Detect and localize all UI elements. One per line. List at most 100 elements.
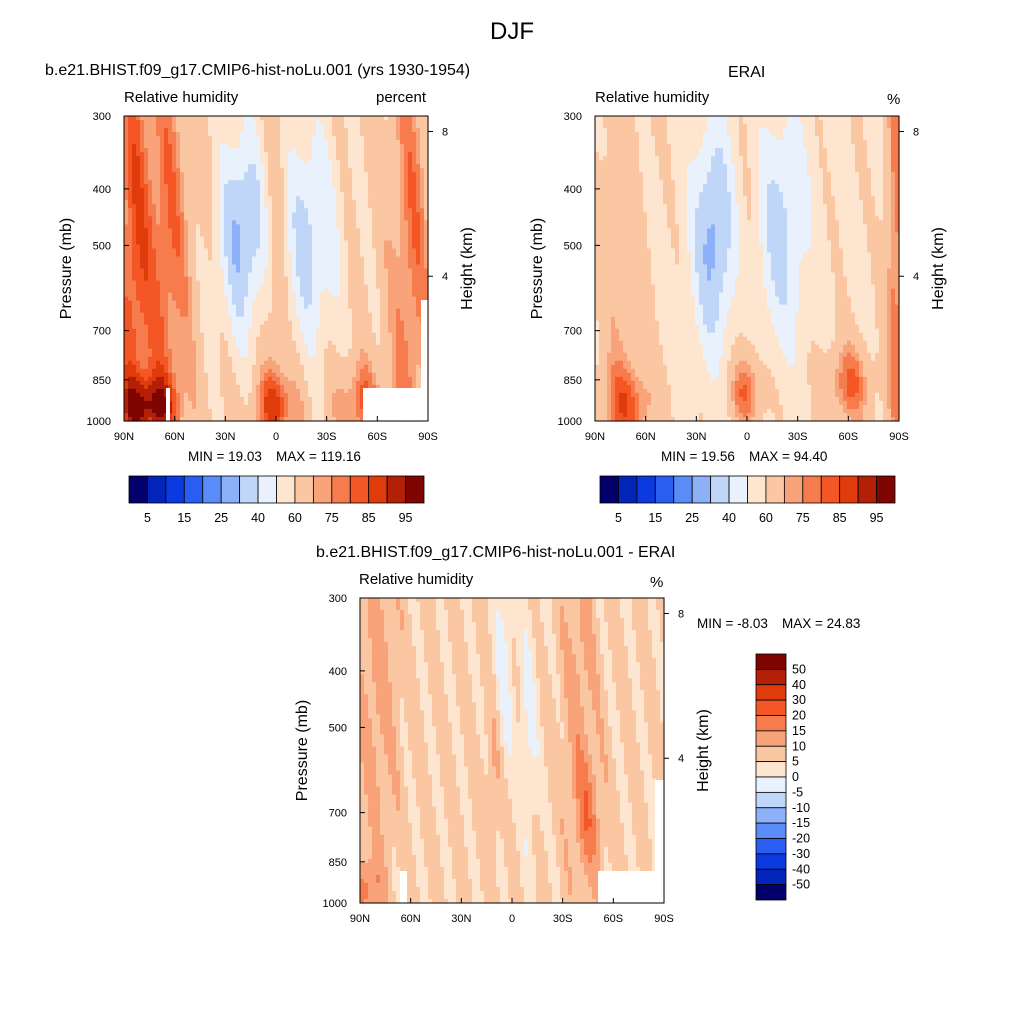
heatmap-cell: [368, 308, 373, 314]
heatmap-cell: [160, 208, 165, 213]
heatmap-cell: [212, 192, 217, 197]
heatmap-cell: [316, 212, 321, 217]
heatmap-cell: [384, 188, 389, 193]
heatmap-cell: [264, 228, 269, 233]
heatmap-cell: [332, 320, 337, 326]
heatmap-cell: [312, 136, 317, 141]
heatmap-cell: [424, 268, 429, 274]
heatmap-cell: [372, 188, 377, 193]
heatmap-cell: [304, 256, 309, 262]
heatmap-cell: [128, 260, 133, 266]
heatmap-cell: [264, 256, 269, 262]
heatmap-cell: [296, 124, 301, 129]
heatmap-cell: [240, 220, 245, 225]
heatmap-cell: [408, 132, 413, 137]
heatmap-cell: [172, 312, 177, 318]
heatmap-cell: [312, 156, 317, 161]
heatmap-cell: [384, 252, 389, 258]
heatmap-cell: [228, 176, 233, 181]
heatmap-cell: [292, 304, 297, 310]
heatmap-cell: [212, 216, 217, 221]
heatmap-cell: [280, 272, 285, 278]
heatmap-cell: [216, 144, 221, 149]
heatmap-cell: [260, 216, 265, 221]
heatmap-cell: [248, 256, 253, 262]
heatmap-cell: [172, 308, 177, 314]
heatmap-cell: [256, 300, 261, 306]
heatmap-cell: [176, 180, 181, 185]
heatmap-cell: [128, 152, 133, 157]
heatmap-cell: [404, 216, 409, 221]
heatmap-cell: [292, 252, 297, 258]
heatmap-cell: [152, 288, 157, 294]
heatmap-cell: [148, 176, 153, 181]
heatmap-cell: [248, 224, 253, 229]
heatmap-cell: [416, 184, 421, 189]
heatmap-cell: [400, 200, 405, 205]
heatmap-cell: [328, 292, 333, 298]
heatmap-cell: [148, 348, 153, 354]
heatmap-cell: [288, 224, 293, 229]
heatmap-cell: [124, 372, 129, 378]
heatmap-cell: [304, 336, 309, 342]
heatmap-cell: [312, 288, 317, 294]
heatmap-cell: [208, 216, 213, 221]
heatmap-cell: [400, 132, 405, 137]
heatmap-cell: [136, 320, 141, 326]
heatmap-cell: [344, 336, 349, 342]
heatmap-cell: [300, 196, 305, 201]
heatmap-cell: [348, 236, 353, 241]
heatmap-cell: [332, 116, 337, 121]
heatmap-cell: [412, 276, 417, 282]
heatmap-cell: [380, 260, 385, 266]
heatmap-cell: [232, 296, 237, 302]
heatmap-cell: [336, 372, 341, 378]
heatmap-cell: [392, 124, 397, 129]
heatmap-cell: [368, 348, 373, 354]
heatmap-cell: [256, 240, 261, 246]
heatmap-cell: [392, 316, 397, 322]
heatmap-cell: [296, 208, 301, 213]
heatmap-cell: [284, 300, 289, 306]
heatmap-cell: [380, 348, 385, 354]
heatmap-cell: [244, 200, 249, 205]
heatmap-cell: [152, 124, 157, 129]
heatmap-cell: [192, 300, 197, 306]
heatmap-cell: [248, 200, 253, 205]
heatmap-cell: [204, 128, 209, 133]
heatmap-cell: [352, 168, 357, 173]
heatmap-cell: [276, 232, 281, 237]
heatmap-cell: [312, 144, 317, 149]
heatmap-cell: [360, 132, 365, 137]
heatmap-cell: [408, 276, 413, 282]
heatmap-cell: [416, 360, 421, 366]
heatmap-cell: [288, 132, 293, 137]
heatmap-cell: [284, 212, 289, 217]
heatmap-cell: [296, 128, 301, 133]
heatmap-cell: [396, 168, 401, 173]
heatmap-cell: [176, 348, 181, 354]
heatmap-cell: [300, 352, 305, 358]
heatmap-cell: [200, 340, 205, 346]
heatmap-cell: [164, 156, 169, 161]
heatmap-cell: [228, 236, 233, 241]
heatmap-cell: [324, 140, 329, 145]
heatmap-cell: [220, 296, 225, 302]
heatmap-cell: [224, 116, 229, 121]
heatmap-cell: [264, 296, 269, 302]
heatmap-cell: [228, 328, 233, 334]
heatmap-cell: [144, 376, 149, 382]
heatmap-cell: [316, 196, 321, 201]
heatmap-cell: [228, 160, 233, 165]
heatmap-cell: [172, 148, 177, 153]
heatmap-cell: [348, 132, 353, 137]
heatmap-cell: [408, 208, 413, 213]
heatmap-cell: [148, 180, 153, 185]
heatmap-cell: [360, 352, 365, 358]
heatmap-cell: [180, 272, 185, 278]
heatmap-cell: [248, 228, 253, 233]
heatmap-cell: [268, 364, 273, 370]
heatmap-cell: [324, 264, 329, 270]
heatmap-cell: [132, 208, 137, 213]
heatmap-cell: [420, 180, 425, 185]
